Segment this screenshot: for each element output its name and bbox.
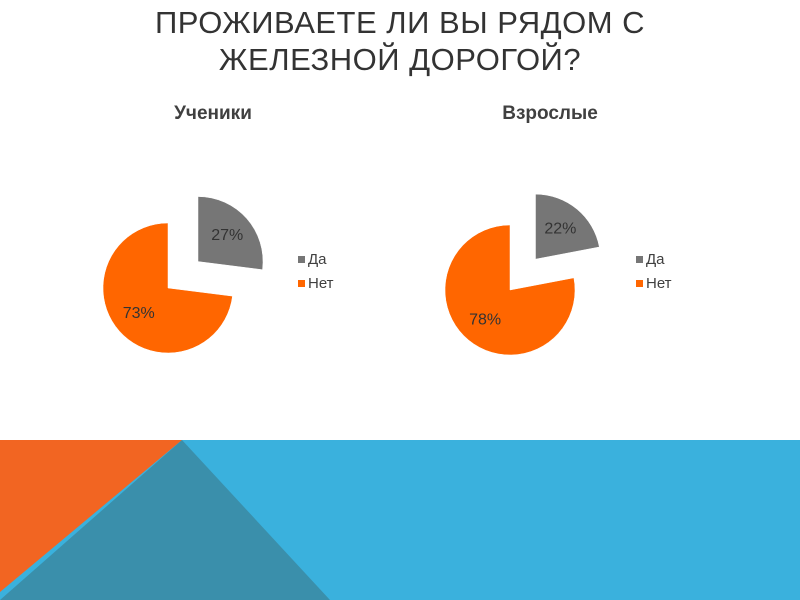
legend-swatch <box>636 256 643 263</box>
value-label: 22% <box>544 220 576 237</box>
footer-orange <box>0 440 182 592</box>
pie-slice <box>444 224 576 356</box>
slide-title: ПРОЖИВАЕТЕ ЛИ ВЫ РЯДОМ С ЖЕЛЕЗНОЙ ДОРОГО… <box>154 5 646 77</box>
legend-swatch <box>636 280 643 287</box>
legend-label: Да <box>308 251 327 268</box>
chart-title: Ученики <box>174 103 252 124</box>
legend-label: Нет <box>308 275 334 292</box>
value-label: 27% <box>211 227 243 244</box>
pie-slice <box>197 196 264 270</box>
footer-teal <box>0 440 330 600</box>
pie-slice <box>102 222 233 354</box>
value-label: 78% <box>469 311 501 328</box>
legend-swatch <box>298 280 305 287</box>
legend-label: Да <box>646 251 665 268</box>
pie-slice <box>535 193 600 260</box>
chart-title: Взрослые <box>502 103 598 124</box>
value-label: 73% <box>123 305 155 322</box>
legend-swatch <box>298 256 305 263</box>
legend-label: Нет <box>646 275 672 292</box>
